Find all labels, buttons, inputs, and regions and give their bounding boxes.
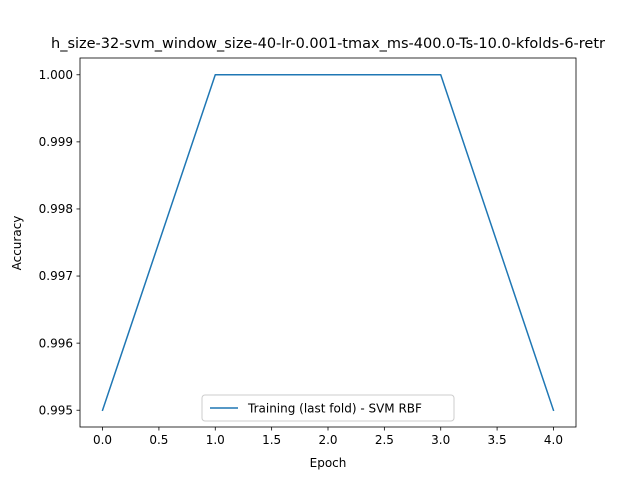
y-tick-label: 0.997 bbox=[39, 269, 73, 283]
legend-label: Training (last fold) - SVM RBF bbox=[247, 401, 422, 415]
legend: Training (last fold) - SVM RBF bbox=[201, 394, 455, 422]
x-tick-label: 3.5 bbox=[488, 433, 507, 447]
x-tick-label: 2.5 bbox=[375, 433, 394, 447]
x-tick-label: 0.5 bbox=[149, 433, 168, 447]
series-line-0 bbox=[101, 74, 555, 412]
legend-box bbox=[201, 394, 455, 422]
x-tick-label: 1.0 bbox=[206, 433, 225, 447]
x-tick-label: 1.5 bbox=[262, 433, 281, 447]
x-tick-label: 4.0 bbox=[544, 433, 563, 447]
y-tick-label: 0.995 bbox=[39, 403, 73, 417]
x-tick-label: 0.0 bbox=[93, 433, 112, 447]
y-tick-label: 0.999 bbox=[39, 135, 73, 149]
y-tick-label: 1.000 bbox=[39, 68, 73, 82]
y-tick-label: 0.996 bbox=[39, 336, 73, 350]
y-axis-label: Accuracy bbox=[10, 216, 24, 271]
plot-area: 0.0 0.5 1.0 1.5 2.0 2.5 3.0 3.5 4.0 0.995 0.996 0.9… bbox=[39, 57, 577, 447]
y-tick-label: 0.998 bbox=[39, 202, 73, 216]
x-tick-label: 2.0 bbox=[318, 433, 337, 447]
chart-title: h_size-32-svm_window_size-40-lr-0.001-tm… bbox=[51, 36, 605, 52]
x-axis-label: Epoch bbox=[310, 456, 347, 470]
x-tick-label: 3.0 bbox=[431, 433, 450, 447]
